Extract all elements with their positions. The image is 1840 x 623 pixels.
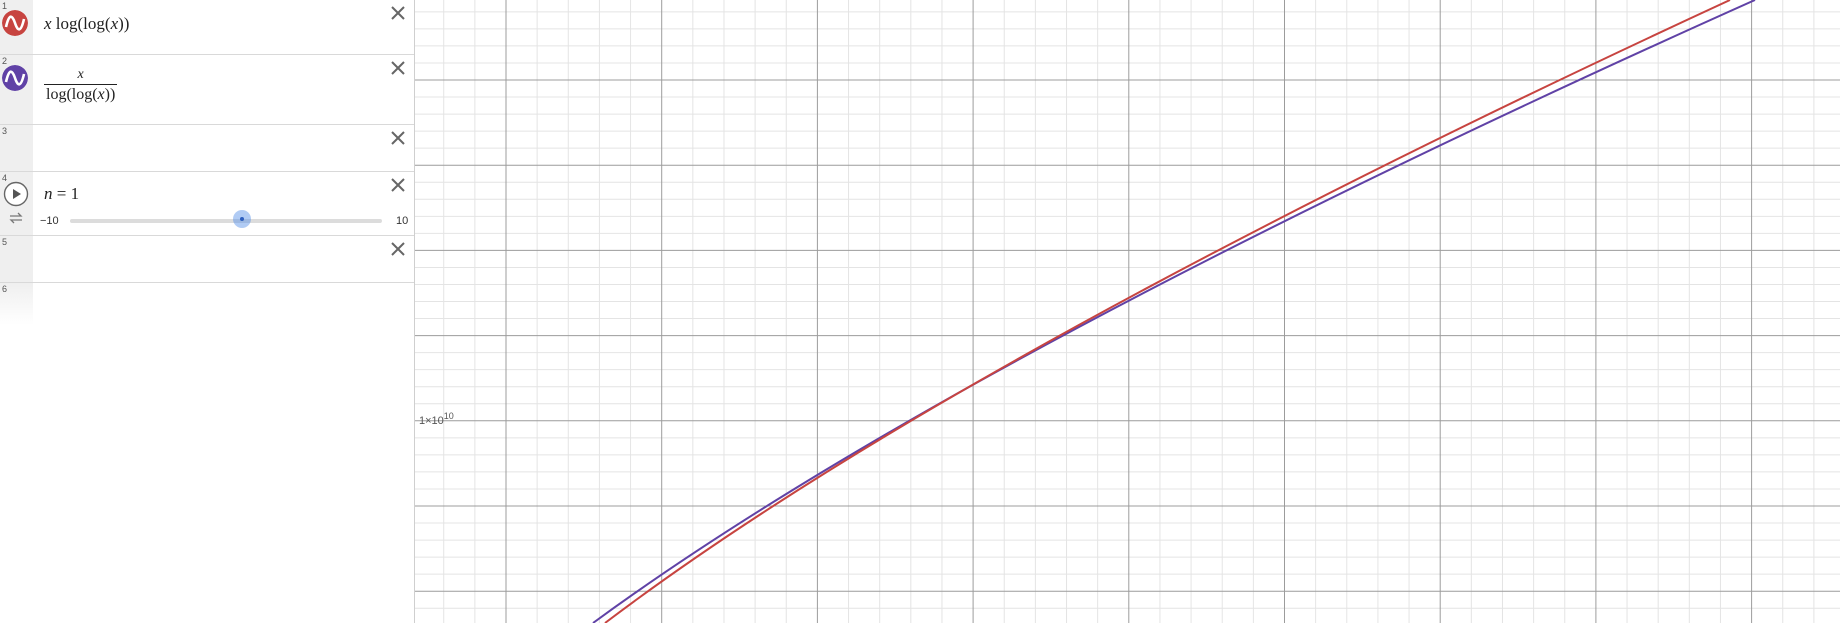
row-gutter [0,236,33,282]
close-icon[interactable] [388,175,408,195]
row-number: 4 [2,173,8,183]
closing-parens: )) [104,86,116,103]
graph-wave-icon[interactable] [2,10,28,36]
major-gridlines [415,0,1840,623]
fraction: x log(log(x)) [44,67,118,104]
close-icon[interactable] [388,128,408,148]
close-icon[interactable] [388,239,408,259]
play-icon[interactable] [3,181,29,207]
expression-row-6[interactable]: 6 [0,283,414,325]
expression-row-4[interactable]: 4 n = 1 [0,172,414,236]
slider-expression[interactable]: n = 1 [44,184,79,204]
row-number: 2 [2,56,8,66]
expression-list: 1 x log(log(x)) 2 x log(log(x)) 3 [0,0,415,623]
curve-x-loglogx[interactable] [604,0,1731,623]
expression-row-1[interactable]: 1 x log(log(x)) [0,0,414,55]
expression-formula[interactable]: x log(log(x)) [44,67,118,104]
slider-handle[interactable] [233,210,251,228]
row-number: 6 [2,284,8,294]
row-gutter [0,125,33,171]
close-icon[interactable] [388,58,408,78]
expression-row-5[interactable]: 5 [0,236,414,283]
closing-parens: )) [118,14,130,33]
row-number: 5 [2,237,8,247]
curve-x-over-loglogx[interactable] [592,0,1756,623]
graph-wave-icon[interactable] [2,65,28,91]
slider-min-label[interactable]: −10 [40,215,59,227]
row-gutter [0,283,33,325]
close-icon[interactable] [388,3,408,23]
expression-row-3[interactable]: 3 [0,125,414,172]
slider-track[interactable] [70,219,382,223]
function-text: log(log( [55,14,111,33]
y-tick-exponent: 10 [444,411,454,421]
loop-icon[interactable] [8,212,24,224]
expression-row-2[interactable]: 2 x log(log(x)) [0,55,414,125]
fraction-denominator: log(log(x)) [44,86,117,104]
function-text: log(log( [46,86,98,103]
expression-formula[interactable]: x log(log(x)) [44,14,129,34]
slider-variable: n [44,184,53,203]
row-number: 3 [2,126,8,136]
variable-x: x [44,14,52,33]
slider-value: 1 [70,184,80,203]
graph-canvas[interactable]: 1×1010 [415,0,1840,623]
y-tick-label: 1×1010 [419,411,454,427]
slider-max-label[interactable]: 10 [396,215,409,227]
fraction-bar [44,84,118,85]
y-tick-base: 1×10 [419,415,444,427]
variable-x: x [97,86,105,103]
row-number: 1 [2,1,8,11]
fraction-numerator: x [77,67,84,82]
minor-gridlines [415,0,1840,623]
variable-x: x [110,14,119,33]
equals-sign: = [52,184,71,203]
